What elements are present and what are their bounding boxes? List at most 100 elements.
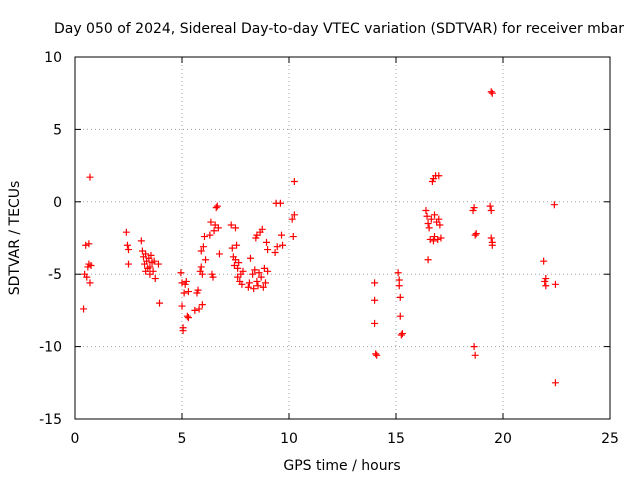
data-point bbox=[422, 206, 430, 214]
x-tick-labels: 0 5 10 15 20 25 bbox=[71, 431, 619, 447]
data-point bbox=[264, 267, 272, 275]
data-point bbox=[246, 254, 254, 262]
data-point bbox=[371, 319, 379, 327]
x-tick-label: 0 bbox=[71, 431, 80, 447]
data-point bbox=[215, 250, 223, 258]
data-point bbox=[279, 241, 287, 249]
data-point bbox=[394, 269, 402, 277]
data-point bbox=[151, 275, 159, 283]
data-point bbox=[542, 275, 550, 283]
data-point bbox=[424, 256, 432, 264]
data-point bbox=[156, 299, 164, 307]
y-tick-labels: -15 -10 -5 0 5 10 bbox=[39, 50, 62, 428]
data-point bbox=[471, 351, 479, 359]
data-point bbox=[212, 204, 220, 212]
y-axis-title: SDTVAR / TECUs bbox=[7, 181, 23, 296]
data-point bbox=[540, 257, 548, 265]
data-point bbox=[82, 241, 90, 249]
data-point bbox=[397, 331, 405, 339]
data-point bbox=[471, 231, 479, 239]
data-point bbox=[373, 351, 381, 359]
x-tick-label: 5 bbox=[178, 431, 187, 447]
data-point bbox=[254, 282, 262, 290]
data-point bbox=[154, 260, 162, 268]
data-point bbox=[179, 327, 187, 335]
data-point bbox=[80, 305, 88, 313]
data-point bbox=[423, 212, 431, 220]
data-point bbox=[395, 282, 403, 290]
y-tick-label: -15 bbox=[39, 412, 62, 428]
data-point bbox=[487, 206, 495, 214]
data-point bbox=[436, 221, 444, 229]
x-tick-label: 25 bbox=[601, 431, 619, 447]
data-point bbox=[550, 201, 558, 209]
data-point bbox=[431, 211, 439, 219]
data-point bbox=[178, 302, 186, 310]
data-point bbox=[86, 279, 94, 287]
x-axis-title: GPS time / hours bbox=[283, 458, 400, 474]
data-point bbox=[178, 279, 186, 287]
data-point bbox=[182, 277, 190, 285]
data-point bbox=[232, 224, 239, 232]
data-point bbox=[214, 224, 222, 232]
data-point bbox=[255, 269, 263, 277]
grid-lines bbox=[75, 57, 610, 419]
data-point bbox=[177, 269, 185, 277]
x-tick-label: 20 bbox=[494, 431, 512, 447]
data-point bbox=[147, 251, 155, 259]
data-point bbox=[245, 279, 253, 287]
data-point bbox=[424, 220, 432, 228]
data-point bbox=[146, 263, 154, 271]
data-point bbox=[371, 296, 379, 304]
data-point bbox=[207, 218, 215, 226]
data-point bbox=[551, 280, 559, 288]
x-tick-label: 10 bbox=[280, 431, 298, 447]
data-point bbox=[290, 178, 298, 186]
data-point bbox=[253, 277, 261, 285]
data-point bbox=[426, 235, 434, 243]
data-point bbox=[137, 237, 145, 245]
data-point bbox=[228, 244, 236, 252]
data-point bbox=[271, 248, 279, 256]
data-point bbox=[180, 289, 188, 297]
data-point bbox=[425, 224, 433, 232]
axis-ticks bbox=[74, 56, 611, 420]
data-point bbox=[150, 257, 158, 265]
data-point bbox=[85, 240, 93, 248]
data-point bbox=[227, 221, 235, 229]
data-point bbox=[289, 233, 297, 241]
data-point bbox=[437, 234, 445, 242]
y-tick-label: -5 bbox=[48, 267, 62, 283]
data-point bbox=[486, 202, 494, 210]
data-point bbox=[542, 282, 550, 290]
data-point bbox=[238, 280, 246, 288]
data-point bbox=[398, 330, 406, 338]
data-point bbox=[198, 301, 206, 309]
data-point bbox=[371, 279, 379, 287]
data-point bbox=[470, 204, 478, 212]
data-point bbox=[210, 227, 218, 235]
data-point bbox=[83, 273, 91, 281]
data-point bbox=[209, 273, 217, 281]
data-point bbox=[263, 238, 271, 246]
data-point bbox=[435, 172, 443, 180]
y-tick-label: 0 bbox=[53, 195, 62, 211]
data-point bbox=[86, 173, 94, 181]
data-point bbox=[194, 286, 202, 294]
plot-frame bbox=[74, 56, 611, 420]
data-point bbox=[233, 241, 241, 249]
y-tick-label: -10 bbox=[39, 340, 62, 356]
data-point bbox=[235, 259, 243, 267]
x-tick-label: 15 bbox=[387, 431, 405, 447]
data-point bbox=[195, 305, 203, 313]
data-point bbox=[184, 288, 192, 296]
data-point bbox=[487, 234, 495, 242]
data-points bbox=[80, 88, 559, 387]
data-point bbox=[435, 215, 443, 223]
data-point bbox=[372, 350, 380, 358]
data-point bbox=[264, 246, 272, 254]
data-point bbox=[199, 243, 207, 251]
data-point bbox=[125, 260, 132, 268]
data-point bbox=[251, 266, 259, 274]
data-point bbox=[259, 283, 267, 291]
